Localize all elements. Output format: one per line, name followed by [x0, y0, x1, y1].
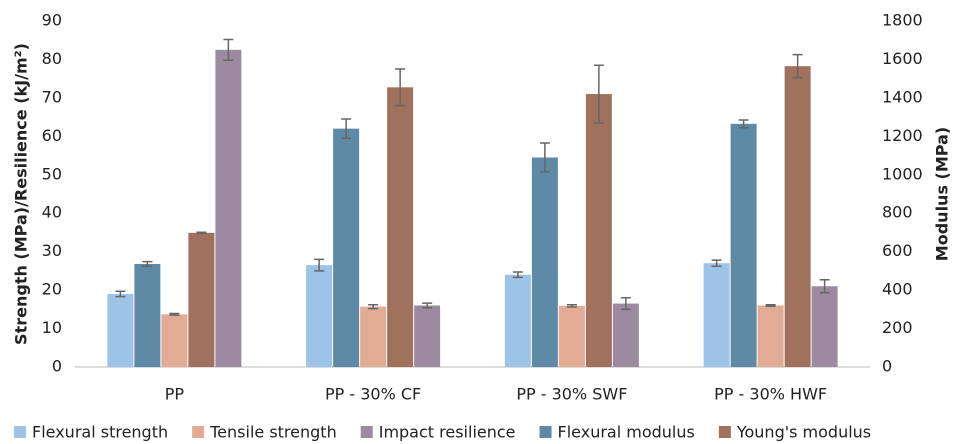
x-tick-label: PP — [165, 385, 185, 404]
error-bar — [539, 142, 550, 173]
error-bar — [196, 231, 207, 235]
y2-tick-label: 1600 — [882, 49, 923, 68]
bar — [215, 49, 242, 367]
y2-tick-label: 1200 — [882, 126, 923, 145]
error-bar — [512, 271, 523, 279]
y-tick-label: 70 — [42, 87, 62, 106]
y-tick-label: 40 — [42, 203, 62, 222]
legend-swatch — [360, 426, 373, 438]
y-tick-label: 20 — [42, 280, 62, 299]
error-bar — [593, 64, 604, 124]
error-bar — [314, 258, 325, 272]
y-tick-label: 10 — [42, 318, 62, 337]
legend-swatch — [718, 426, 731, 438]
bar — [360, 306, 387, 367]
y-tick-label: 50 — [42, 164, 62, 183]
x-tick-label: PP - 30% HWF — [714, 385, 827, 404]
legend-swatch — [14, 426, 26, 438]
error-bar — [223, 38, 234, 61]
legend-label: Flexural modulus — [558, 423, 695, 442]
y2-tick-label: 1000 — [882, 164, 923, 183]
bar — [387, 87, 414, 368]
bar — [757, 305, 784, 367]
y-tick-label: 80 — [42, 49, 62, 68]
error-bar — [422, 302, 433, 309]
y2-axis-title: Modulus (MPa) — [933, 127, 952, 261]
y2-tick-label: 200 — [882, 318, 913, 337]
y2-tick-label: 400 — [882, 280, 913, 299]
bar — [558, 305, 585, 367]
bar — [333, 128, 360, 367]
y-tick-label: 60 — [42, 126, 62, 145]
error-bar — [765, 303, 776, 308]
y2-tick-label: 800 — [882, 203, 913, 222]
bar — [784, 66, 811, 367]
bar — [703, 263, 730, 367]
bar — [811, 286, 838, 367]
y-axis-title: Strength (MPa)/Resilience (kJ/m²) — [12, 43, 31, 345]
x-tick-label: PP - 30% SWF — [516, 385, 627, 404]
bar — [188, 232, 215, 367]
bar — [612, 303, 639, 367]
error-bar — [792, 53, 803, 79]
error-bar — [169, 312, 180, 316]
error-bar — [341, 118, 352, 140]
error-bar — [819, 278, 830, 294]
bar — [504, 274, 531, 367]
y2-tick-label: 0 — [882, 357, 892, 376]
legend-label: Flexural strength — [32, 423, 168, 442]
y2-tick-label: 600 — [882, 241, 913, 260]
legend-label: Young's modulus — [736, 423, 871, 442]
bar — [585, 94, 612, 368]
error-bar — [566, 303, 577, 308]
error-bar — [620, 297, 631, 311]
y-tick-label: 30 — [42, 241, 62, 260]
error-bar — [115, 290, 126, 298]
y2-tick-label: 1800 — [882, 11, 923, 30]
error-bar — [395, 68, 406, 107]
bar — [134, 263, 161, 367]
bar — [531, 157, 558, 367]
legend-swatch — [192, 426, 205, 438]
bar — [414, 305, 441, 367]
bar — [161, 314, 188, 367]
legend-swatch — [539, 426, 552, 438]
x-tick-label: PP - 30% CF — [325, 385, 421, 404]
legend-label: Impact resilience — [379, 423, 516, 442]
y-tick-label: 0 — [52, 357, 62, 376]
bar — [306, 265, 333, 367]
error-bar — [368, 303, 379, 310]
error-bar — [142, 260, 153, 268]
error-bar — [711, 259, 722, 268]
bar — [107, 293, 134, 367]
bar — [730, 123, 757, 367]
error-bar — [738, 119, 749, 129]
y2-tick-label: 1400 — [882, 87, 923, 106]
y-tick-label: 90 — [42, 11, 62, 30]
legend-label: Tensile strength — [209, 423, 337, 442]
